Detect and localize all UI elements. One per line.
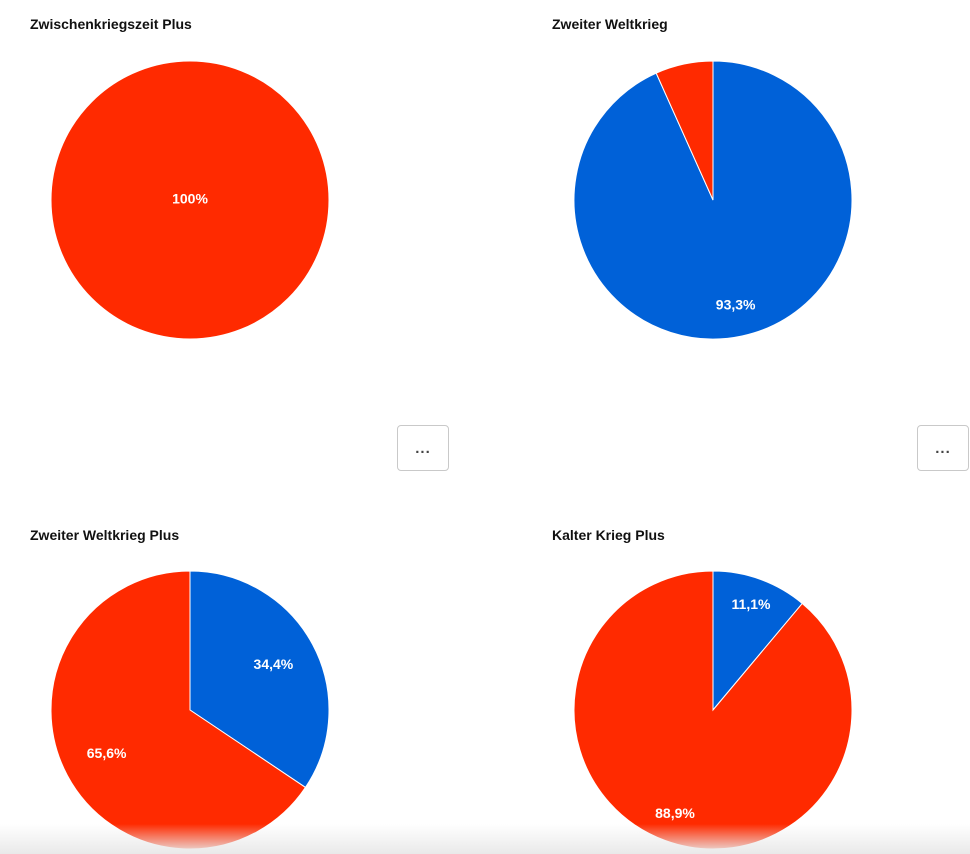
pie-slice-label: 65,6% (87, 745, 127, 761)
pie-slice (712, 570, 803, 712)
pie-slice-label: 100% (172, 191, 208, 207)
chart-title-kalter-krieg-plus: Kalter Krieg Plus (552, 527, 665, 543)
bottom-fade (0, 824, 970, 854)
pie-slice-label: 93,3% (716, 297, 756, 313)
more-options-button-left[interactable]: ... (397, 425, 449, 471)
pie-chart-kalter-krieg-plus: 11,1% 88,9% (573, 570, 853, 850)
chart-title-zweiter-weltkrieg-plus: Zweiter Weltkrieg Plus (30, 527, 180, 543)
chart-title-zweiter-weltkrieg: Zweiter Weltkrieg (552, 16, 668, 32)
pie-slice (655, 60, 714, 201)
pie-slice-label: 34,4% (254, 656, 294, 672)
pie-slice-label: 11,1% (732, 596, 771, 612)
pie-slice-label: 88,9% (655, 805, 695, 821)
pie-slice (189, 570, 330, 789)
pie-chart-zwischenkriegszeit-plus: 100% (50, 60, 330, 340)
pie-slice (573, 570, 853, 850)
pie-chart-zweiter-weltkrieg: 93,3% (573, 60, 853, 340)
pie-slice (50, 60, 330, 340)
chart-title-zwischenkriegszeit-plus: Zwischenkriegszeit Plus (30, 16, 192, 32)
more-options-button-right[interactable]: ... (917, 425, 969, 471)
pie-chart-zweiter-weltkrieg-plus: 34,4% 65,6% (50, 570, 330, 850)
